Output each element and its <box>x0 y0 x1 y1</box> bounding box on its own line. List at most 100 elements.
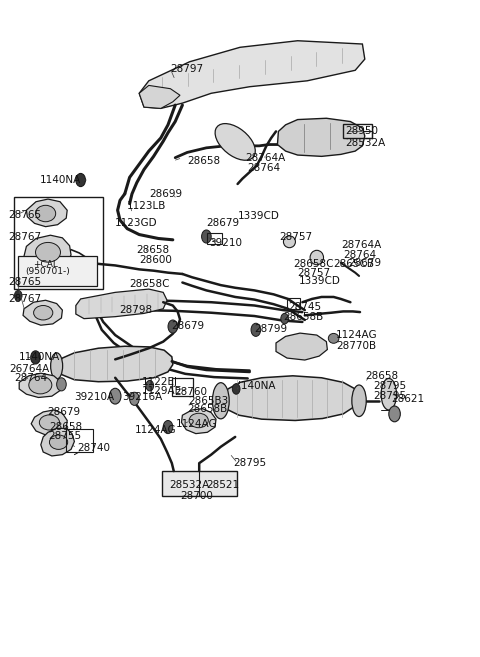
Circle shape <box>251 323 261 336</box>
Polygon shape <box>23 300 62 325</box>
Text: 28658B: 28658B <box>187 403 228 414</box>
Text: 28658C: 28658C <box>130 279 170 290</box>
Text: 28658: 28658 <box>136 244 169 255</box>
Text: 2865B3: 2865B3 <box>189 396 229 406</box>
Text: 28700: 28700 <box>180 491 213 501</box>
Polygon shape <box>76 289 167 319</box>
Text: 28658: 28658 <box>187 156 220 166</box>
Text: 28764: 28764 <box>247 162 280 173</box>
Ellipse shape <box>215 124 255 160</box>
Text: 28600: 28600 <box>139 255 172 265</box>
Text: 28679: 28679 <box>206 218 240 229</box>
Text: 28679: 28679 <box>47 407 80 417</box>
Polygon shape <box>26 199 67 227</box>
Text: 28658: 28658 <box>49 422 83 432</box>
Text: 28950: 28950 <box>346 126 379 137</box>
Circle shape <box>163 420 173 434</box>
Text: 28767: 28767 <box>9 231 42 242</box>
Circle shape <box>130 392 139 405</box>
Circle shape <box>14 290 22 301</box>
Text: 26764A: 26764A <box>10 364 50 374</box>
Bar <box>343 124 372 138</box>
Polygon shape <box>55 346 173 382</box>
Circle shape <box>109 388 121 404</box>
Ellipse shape <box>381 378 396 410</box>
Circle shape <box>389 406 400 422</box>
Text: 28795: 28795 <box>373 381 407 392</box>
Ellipse shape <box>212 382 229 419</box>
Text: 28760: 28760 <box>174 387 207 397</box>
Text: 1123LB: 1123LB <box>127 200 167 211</box>
Bar <box>287 298 300 309</box>
Text: 28679: 28679 <box>171 321 204 331</box>
Text: 28532A: 28532A <box>346 138 386 148</box>
Polygon shape <box>19 373 61 397</box>
Text: 28621: 28621 <box>391 394 424 405</box>
Circle shape <box>168 320 178 333</box>
Polygon shape <box>181 409 216 434</box>
Text: 39210: 39210 <box>209 238 242 248</box>
Ellipse shape <box>36 205 56 222</box>
Bar <box>14 197 103 289</box>
Text: 28795: 28795 <box>373 390 407 401</box>
Text: 28532A: 28532A <box>169 480 209 490</box>
Text: 28797: 28797 <box>170 64 204 74</box>
Circle shape <box>232 384 240 394</box>
Text: 28764: 28764 <box>14 373 48 384</box>
Text: 39216A: 39216A <box>122 392 163 403</box>
Ellipse shape <box>283 236 295 248</box>
Text: (950701-): (950701-) <box>25 267 70 277</box>
Ellipse shape <box>328 334 339 344</box>
Text: '140NA: '140NA <box>238 380 275 391</box>
Circle shape <box>31 351 40 364</box>
Text: 28795: 28795 <box>233 458 266 468</box>
Text: 28764: 28764 <box>343 250 376 260</box>
Polygon shape <box>276 333 327 360</box>
Circle shape <box>76 173 85 187</box>
Text: 28765: 28765 <box>9 210 42 220</box>
Polygon shape <box>41 428 74 456</box>
Text: 28658: 28658 <box>365 371 398 382</box>
Circle shape <box>57 378 66 391</box>
Text: 28770B: 28770B <box>336 341 376 351</box>
Ellipse shape <box>39 415 60 430</box>
Ellipse shape <box>36 242 60 262</box>
Text: 1339CD: 1339CD <box>299 276 341 286</box>
Text: +CAL: +CAL <box>33 260 58 269</box>
Text: 28764A: 28764A <box>341 240 381 250</box>
Circle shape <box>146 380 154 391</box>
Bar <box>162 471 237 496</box>
Text: 2865CB: 2865CB <box>334 259 374 269</box>
Bar <box>207 233 222 244</box>
Polygon shape <box>221 376 359 420</box>
Text: 28745: 28745 <box>288 302 321 313</box>
Circle shape <box>202 230 211 243</box>
Ellipse shape <box>29 376 52 394</box>
Bar <box>18 256 97 286</box>
Polygon shape <box>139 41 365 108</box>
Text: 28679: 28679 <box>348 258 381 268</box>
Ellipse shape <box>189 413 208 428</box>
Ellipse shape <box>49 435 68 449</box>
Text: 28798: 28798 <box>119 305 152 315</box>
Polygon shape <box>139 85 180 108</box>
Polygon shape <box>277 118 365 156</box>
Text: 28757: 28757 <box>279 231 312 242</box>
Polygon shape <box>31 410 67 435</box>
Text: 1339CD: 1339CD <box>238 211 279 221</box>
Text: 1140NA: 1140NA <box>19 352 60 363</box>
Text: 28765: 28765 <box>9 277 42 287</box>
Ellipse shape <box>50 353 62 379</box>
Bar <box>172 378 193 396</box>
Circle shape <box>281 313 288 324</box>
Text: 28699: 28699 <box>149 189 182 199</box>
Text: 1123GD: 1123GD <box>115 217 158 228</box>
Ellipse shape <box>34 306 53 320</box>
Text: 28755: 28755 <box>48 431 81 442</box>
Text: 28757: 28757 <box>298 267 331 278</box>
Text: 1124AG: 1124AG <box>134 425 176 436</box>
Text: 28764A: 28764A <box>245 152 285 163</box>
Text: 1122EJ: 1122EJ <box>142 377 178 388</box>
Text: 28767: 28767 <box>9 294 42 304</box>
Text: 28658B: 28658B <box>283 311 324 322</box>
